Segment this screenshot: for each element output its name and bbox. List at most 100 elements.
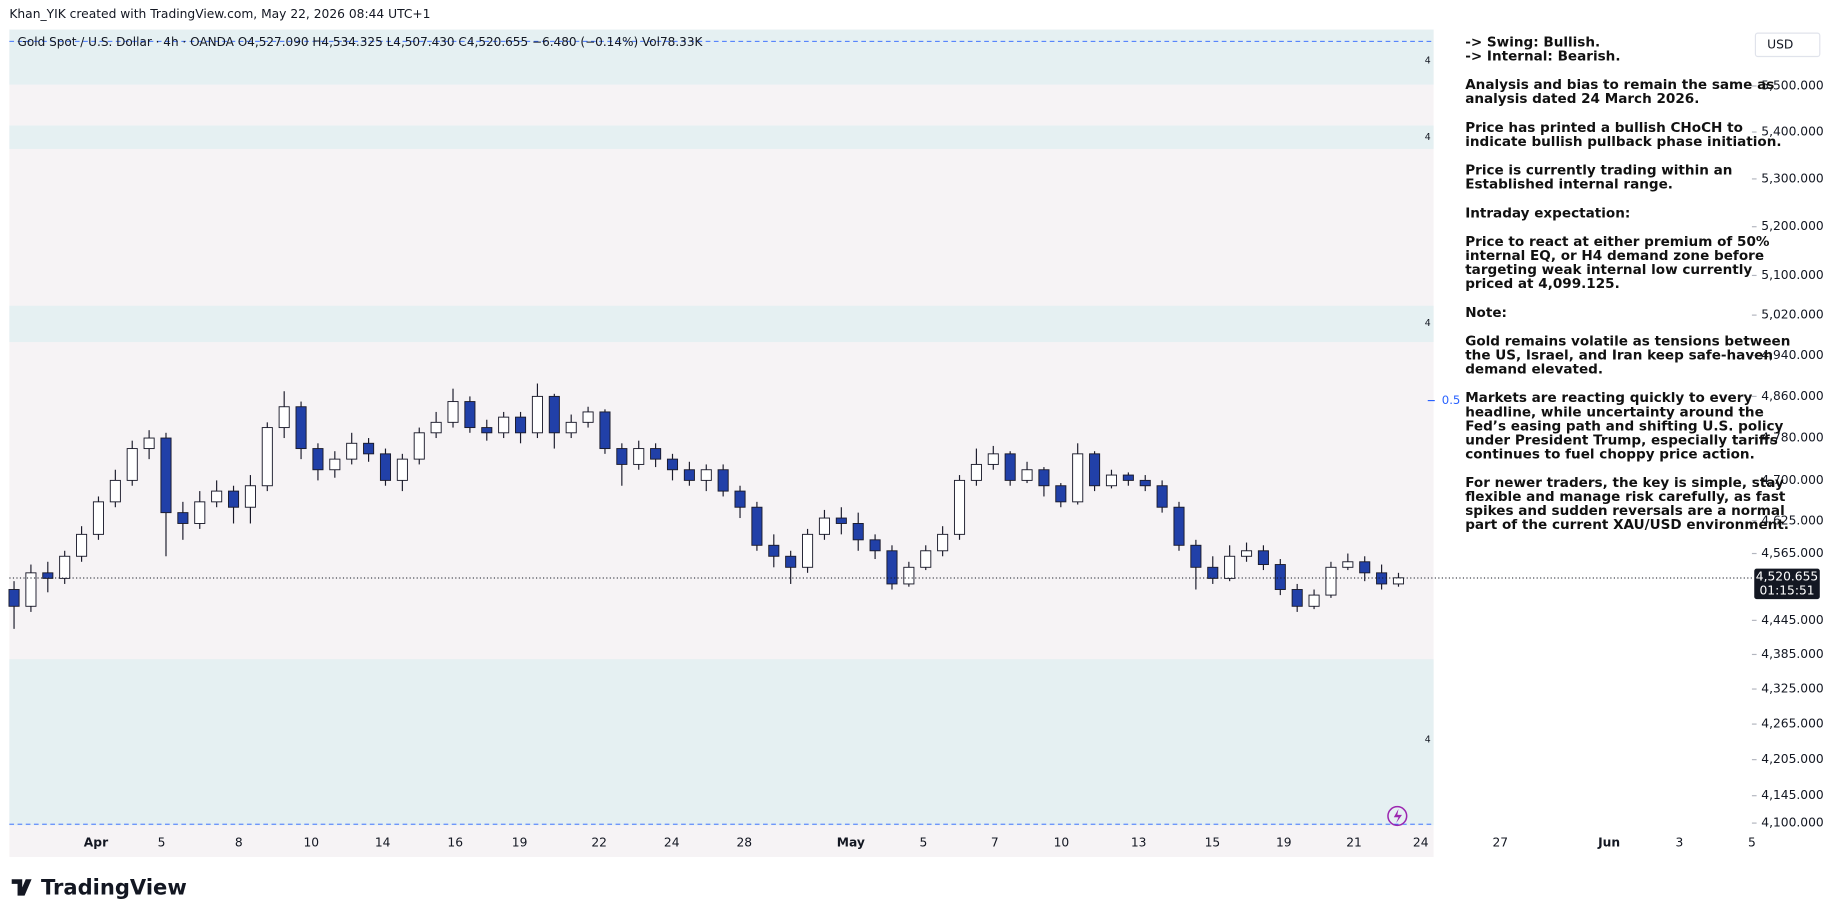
y-tick-label: 4,940.000 bbox=[1761, 348, 1823, 362]
note-line: Intraday expectation: bbox=[1465, 205, 1630, 221]
candle-body bbox=[599, 411, 611, 450]
candle-body bbox=[768, 544, 780, 557]
zone bbox=[9, 29, 1434, 85]
note-line: Analysis and bias to remain the same as bbox=[1465, 77, 1774, 93]
candle-body bbox=[937, 533, 949, 552]
candle-body bbox=[396, 458, 408, 481]
candle-body bbox=[430, 421, 442, 434]
candle-body bbox=[312, 448, 324, 471]
y-tick-label: 5,200.000 bbox=[1761, 219, 1823, 233]
candle-body bbox=[295, 406, 307, 450]
candle-body bbox=[92, 501, 104, 535]
note-line: Price has printed a bullish CHoCH to bbox=[1465, 120, 1743, 136]
candle-body bbox=[633, 448, 645, 465]
x-tick-label: 16 bbox=[447, 835, 463, 849]
candle-body bbox=[109, 479, 121, 503]
x-tick-label: May bbox=[837, 835, 865, 849]
candle-body bbox=[126, 448, 138, 481]
x-tick-label: 5 bbox=[919, 835, 927, 849]
y-tick-label: 4,565.000 bbox=[1761, 546, 1823, 560]
alert-icon bbox=[1393, 808, 1402, 824]
x-tick-label: 27 bbox=[1492, 835, 1508, 849]
candle-body bbox=[143, 437, 155, 450]
candle-body bbox=[1325, 566, 1337, 596]
note-line: internal EQ, or H4 demand zone before bbox=[1465, 248, 1764, 264]
note-line: analysis dated 24 March 2026. bbox=[1465, 91, 1699, 107]
candle-body bbox=[666, 458, 679, 471]
alert-icon bbox=[1387, 805, 1408, 827]
candle-body bbox=[1274, 564, 1286, 590]
y-tick-label: 4,860.000 bbox=[1761, 389, 1823, 403]
candle-body bbox=[261, 427, 273, 487]
y-tick-label: 5,400.000 bbox=[1761, 125, 1823, 139]
candle-body bbox=[1089, 453, 1101, 487]
candle-body bbox=[498, 416, 510, 434]
candle-body bbox=[650, 448, 662, 460]
note-line: -> Internal: Bearish. bbox=[1465, 49, 1620, 65]
candle-body bbox=[278, 406, 290, 429]
y-tick-label: 4,145.000 bbox=[1761, 788, 1823, 802]
candle-body bbox=[616, 448, 628, 465]
candle-body bbox=[160, 437, 172, 514]
logo: TradingView bbox=[11, 875, 187, 900]
zone-label: 4 bbox=[1425, 132, 1431, 143]
candle-body bbox=[818, 517, 830, 535]
candle-body bbox=[987, 453, 999, 465]
candle-body bbox=[1308, 594, 1320, 607]
note-line: Price to react at either premium of 50% bbox=[1465, 234, 1770, 250]
candle-body bbox=[1021, 469, 1033, 481]
note-line: Gold remains volatile as tensions betwee… bbox=[1465, 333, 1790, 349]
y-tick-label: 5,100.000 bbox=[1761, 268, 1823, 282]
candle-body bbox=[211, 490, 223, 503]
note-line: For newer traders, the key is simple, st… bbox=[1465, 475, 1784, 491]
x-tick-label: 10 bbox=[303, 835, 319, 849]
note-line: continues to fuel choppy price action. bbox=[1465, 446, 1755, 462]
candle-body bbox=[1004, 453, 1016, 481]
note-line: indicate bullish pullback phase initiati… bbox=[1465, 134, 1781, 150]
candle-body bbox=[835, 517, 847, 524]
y-tick-label: 4,100.000 bbox=[1761, 816, 1823, 830]
candle-body bbox=[1122, 474, 1134, 481]
candle-body bbox=[1224, 555, 1236, 579]
zone bbox=[9, 125, 1434, 149]
zone-label: 4 bbox=[1425, 318, 1431, 329]
x-tick-label: 7 bbox=[991, 835, 999, 849]
logo-icon bbox=[11, 879, 32, 896]
candle-body bbox=[1207, 566, 1219, 579]
y-tick-label: 4,780.000 bbox=[1761, 431, 1823, 445]
currency-box[interactable] bbox=[1754, 32, 1821, 58]
currency: USD bbox=[1767, 37, 1793, 51]
candle-body bbox=[177, 512, 189, 524]
note-line: Markets are reacting quickly to every bbox=[1465, 390, 1752, 406]
candle-body bbox=[548, 395, 560, 434]
candle-body bbox=[25, 572, 37, 607]
note-line: demand elevated. bbox=[1465, 362, 1603, 378]
countdown: 01:15:51 bbox=[1759, 583, 1814, 597]
note-line: flexible and manage risk carefully, as f… bbox=[1465, 489, 1786, 505]
candle-body bbox=[970, 463, 982, 481]
last-price-label: 4,520.655 bbox=[1756, 569, 1818, 583]
candle-body bbox=[751, 506, 763, 546]
candle-body bbox=[1241, 550, 1253, 557]
candle-body bbox=[1190, 544, 1202, 568]
candle-body bbox=[1376, 572, 1388, 585]
candle-body bbox=[531, 395, 543, 434]
candle-body bbox=[42, 572, 54, 579]
x-tick-label: 5 bbox=[158, 835, 166, 849]
note-line: Note: bbox=[1465, 305, 1507, 321]
candle-body bbox=[802, 533, 814, 568]
zone bbox=[9, 305, 1434, 343]
y-tick-label: 5,300.000 bbox=[1761, 171, 1823, 185]
note-line: Price is currently trading within an bbox=[1465, 163, 1732, 179]
x-tick-label: 24 bbox=[664, 835, 680, 849]
x-tick-label: 5 bbox=[1748, 835, 1756, 849]
x-tick-label: 14 bbox=[375, 835, 391, 849]
candle-body bbox=[8, 589, 20, 607]
candle-body bbox=[1139, 479, 1151, 487]
candle-body bbox=[953, 479, 966, 535]
last-price-box bbox=[1754, 568, 1820, 600]
note-line: headline, while uncertainty around the bbox=[1465, 404, 1764, 420]
candle-body bbox=[717, 469, 729, 492]
